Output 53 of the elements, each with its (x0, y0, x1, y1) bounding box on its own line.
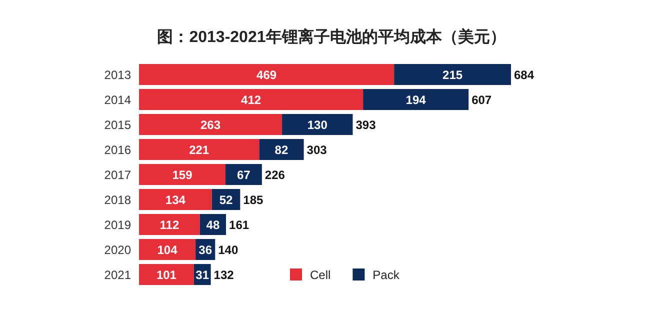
y-tick-label: 2020 (104, 243, 132, 257)
bar (139, 164, 226, 185)
bar (394, 64, 511, 85)
chart-title: 图：2013-2021年锂离子电池的平均成本（美元） (157, 27, 506, 46)
total-label: 607 (472, 93, 492, 107)
legend-label: Cell (310, 268, 331, 282)
data-label: 31 (196, 268, 210, 282)
y-tick-label: 2018 (104, 193, 132, 207)
y-tick-label: 2017 (104, 168, 132, 182)
data-label: 134 (165, 193, 186, 207)
data-label: 194 (406, 93, 426, 107)
data-label: 67 (237, 168, 251, 182)
data-label: 263 (200, 118, 221, 132)
total-label: 684 (514, 68, 534, 82)
y-tick-label: 2015 (104, 118, 132, 132)
y-tick-label: 2019 (104, 218, 132, 232)
data-label: 469 (256, 68, 277, 82)
total-label: 393 (356, 118, 376, 132)
total-label: 132 (214, 268, 234, 282)
data-label: 215 (442, 68, 463, 82)
y-tick-label: 2014 (104, 93, 132, 107)
total-label: 303 (306, 143, 328, 157)
data-label: 52 (219, 193, 234, 207)
bar (225, 164, 262, 185)
data-label: 112 (160, 218, 180, 232)
bar (282, 114, 353, 135)
bar (363, 89, 469, 110)
bar (139, 89, 364, 110)
data-label: 104 (157, 243, 178, 257)
data-label: 101 (156, 268, 177, 282)
total-label: 140 (218, 243, 238, 257)
bar (139, 114, 282, 135)
total-label: 185 (243, 193, 264, 207)
bar (139, 264, 194, 285)
bar (259, 139, 304, 160)
data-label: 159 (172, 168, 193, 182)
data-label: 130 (307, 118, 328, 132)
data-label: 48 (206, 218, 220, 232)
bar (139, 239, 196, 260)
bar (139, 64, 394, 85)
data-label: 36 (198, 243, 212, 257)
data-label: 82 (274, 143, 288, 157)
bar (139, 139, 260, 160)
total-label: 226 (264, 168, 286, 182)
legend-label: Pack (372, 268, 400, 282)
bar (139, 189, 212, 210)
y-tick-label: 2013 (104, 68, 132, 82)
bar (139, 214, 200, 235)
y-tick-label: 2021 (104, 268, 132, 282)
total-label: 161 (229, 218, 250, 232)
data-label: 221 (189, 143, 210, 157)
data-label: 412 (241, 93, 262, 107)
y-tick-label: 2016 (104, 143, 132, 157)
